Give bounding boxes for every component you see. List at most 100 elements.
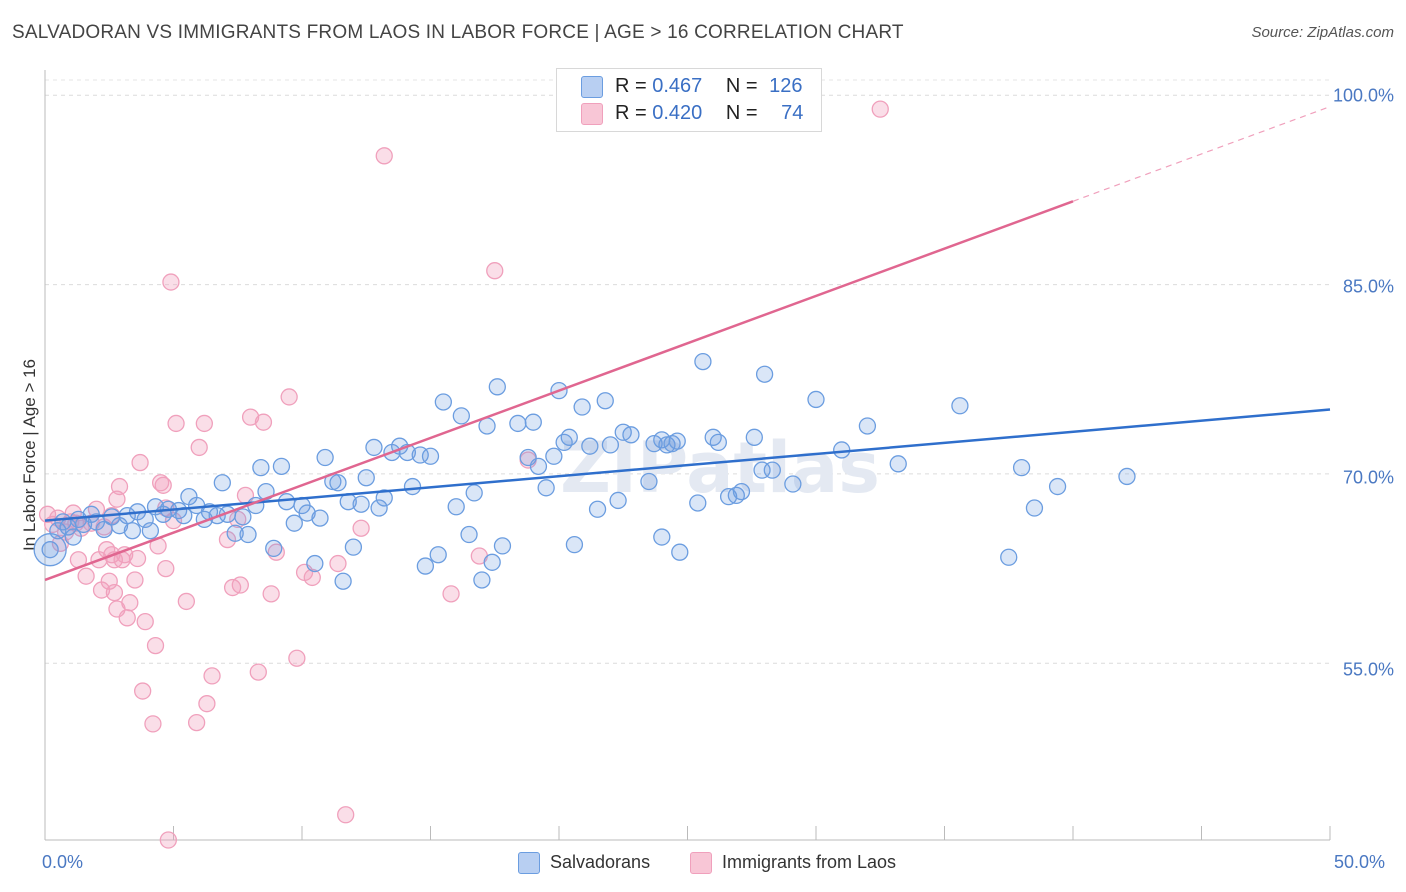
salvadoran-point (365, 438, 383, 457)
salvadoran-point (329, 474, 347, 492)
salvadoran-point (298, 504, 316, 522)
y-tick-label-85: 85.0% (1342, 276, 1394, 297)
salvadoran-point (755, 365, 774, 383)
salvadoran-point (537, 479, 555, 497)
salvadoran-point (704, 428, 722, 446)
legend-n-value: 74 (781, 102, 804, 124)
laos-point (134, 682, 152, 700)
salvadoran-point (375, 489, 393, 507)
salvadoran-point (416, 557, 435, 575)
salvadoran-point (763, 461, 781, 479)
laos-point (375, 147, 393, 165)
salvadoran-point (858, 417, 877, 435)
x-tick-label-0: 0.0% (42, 852, 84, 872)
salvadoran-point (429, 546, 447, 564)
laos-point (177, 592, 196, 611)
salvadoran-point (357, 469, 375, 487)
salvadoran-point (653, 528, 671, 546)
salvadoran-point (123, 522, 142, 540)
salvadoran-point (452, 407, 470, 425)
salvadoran-point (745, 428, 763, 446)
salvadoran-point (352, 495, 370, 513)
laos-point (118, 609, 136, 627)
legend-n-value: 126 (769, 75, 803, 97)
laos-point (151, 474, 170, 492)
salvadoran-point (1118, 467, 1136, 486)
salvadoran-point (344, 538, 363, 556)
salvadoran-point (601, 436, 620, 454)
salvadoran-point (421, 447, 440, 465)
salvadoran-point (588, 500, 607, 518)
salvadoran-point (573, 398, 591, 416)
bottom-legend-swatch-blue (518, 852, 540, 875)
laos-point (105, 583, 124, 602)
salvadoran-point (668, 432, 686, 450)
legend-r-label: R = (615, 102, 647, 124)
salvadoran-point (1048, 477, 1067, 496)
salvadoran-point (234, 508, 252, 526)
laos-point (195, 414, 213, 433)
laos-point (254, 413, 273, 431)
laos-point (128, 549, 147, 568)
salvadoran-point (118, 506, 136, 525)
salvadoran-point (732, 482, 751, 501)
salvadoran-point (226, 524, 244, 542)
salvadoran-point (596, 392, 614, 410)
laos-point (288, 649, 306, 667)
legend-row-laos: R = 0.420 N = 74 (581, 102, 803, 126)
laos-point (187, 713, 206, 732)
salvadoran-point (311, 509, 329, 527)
salvadoran-point (334, 572, 352, 590)
laos-point (159, 831, 178, 849)
salvadoran-point (951, 397, 969, 415)
bottom-legend-label: Immigrants from Laos (722, 852, 897, 872)
chart-title: SALVADORAN VS IMMIGRANTS FROM LAOS IN LA… (12, 22, 904, 43)
salvadoran-point (285, 514, 303, 532)
legend-n-label: N = (725, 75, 758, 97)
laos-point (280, 388, 298, 406)
y-tick-label-55: 55.0% (1342, 659, 1394, 680)
salvadoran-point (306, 554, 324, 573)
bottom-legend-salvadorans: Salvadorans (518, 852, 650, 875)
laos-point (303, 568, 321, 587)
y-tick-label-100: 100.0% (1332, 85, 1394, 106)
laos-point (329, 554, 347, 573)
salvadoran-point (265, 539, 283, 558)
salvadoran-point (694, 352, 712, 371)
laos-point (190, 438, 208, 457)
laos-point (337, 806, 355, 824)
salvadoran-point (460, 525, 478, 544)
laos-point (352, 519, 370, 537)
salvadoran-point (524, 413, 542, 431)
x-tick-label-50: 50.0% (1334, 852, 1386, 872)
laos-point (144, 715, 162, 733)
legend-r-value: 0.420 (652, 102, 703, 124)
laos-point (162, 273, 180, 291)
salvadoran-point (833, 441, 851, 459)
laos-point (486, 262, 504, 280)
legend-swatch-pink (581, 102, 603, 125)
salvadoran-point-large (33, 533, 67, 567)
salvadoran-point (370, 499, 388, 517)
salvadoran-point (689, 494, 707, 512)
salvadoran-point (239, 525, 257, 544)
salvadoran-point (671, 543, 689, 561)
legend-swatch-blue (581, 75, 603, 98)
salvadoran-point (141, 522, 160, 540)
salvadoran-point (509, 414, 527, 433)
salvadoran-point (252, 458, 270, 477)
laos-point (110, 477, 129, 496)
bottom-legend-laos: Immigrants from Laos (690, 852, 897, 875)
salvadoran-point (493, 537, 512, 555)
salvadoran-point (889, 455, 907, 473)
salvadoran-point (622, 426, 640, 444)
salvadoran-point (41, 541, 59, 559)
salvadoran-point (529, 457, 548, 476)
salvadoran-point (784, 475, 802, 493)
legend-r-label: R = (615, 75, 647, 97)
laos-point (77, 567, 95, 585)
laos-point (108, 490, 126, 508)
chart-source: Source: ZipAtlas.com (1251, 24, 1394, 41)
salvadoran-point (1012, 458, 1031, 477)
